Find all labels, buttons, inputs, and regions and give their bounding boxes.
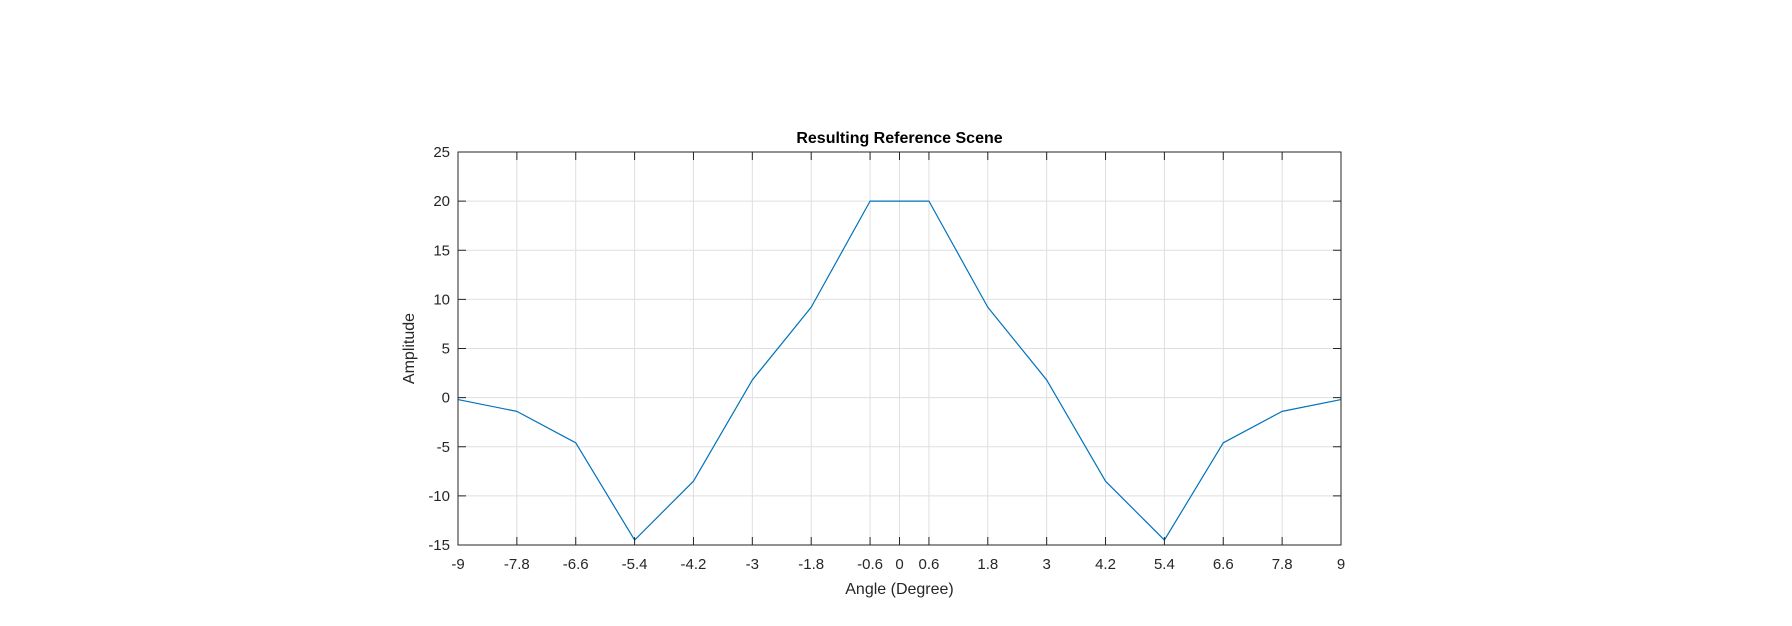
chart-title: Resulting Reference Scene xyxy=(796,130,1002,147)
y-tick-label: 25 xyxy=(433,144,450,161)
x-tick-label: -7.8 xyxy=(504,556,530,573)
y-tick-label: 10 xyxy=(433,291,450,308)
x-tick-label: 9 xyxy=(1337,556,1345,573)
x-tick-label: -4.2 xyxy=(681,556,707,573)
x-tick-label: -6.6 xyxy=(563,556,589,573)
y-tick-label: 20 xyxy=(433,193,450,210)
series-layer xyxy=(457,200,1342,541)
y-axis-label: Amplitude xyxy=(401,313,418,384)
series-line xyxy=(457,200,1342,541)
y-tick-label: -10 xyxy=(428,488,450,505)
x-tick-label: -3 xyxy=(746,556,759,573)
x-tick-label: 4.2 xyxy=(1095,556,1116,573)
x-tick-label: 0.6 xyxy=(919,556,940,573)
x-tick-labels: -9 -7.8 -6.6 -5.4 -4.2 -3 -1.8 -0.6 0 0.6 1.8 3 4.2 5… xyxy=(451,556,1345,573)
x-tick-label: 0 xyxy=(895,556,903,573)
plot-area xyxy=(457,151,1342,546)
y-tick-label: -15 xyxy=(428,537,450,554)
x-tick-label: -9 xyxy=(451,556,464,573)
y-tick-label: 15 xyxy=(433,242,450,259)
x-tick-label: 1.8 xyxy=(977,556,998,573)
y-tick-label: 0 xyxy=(442,390,450,407)
x-tick-label: 3 xyxy=(1042,556,1050,573)
y-tick-labels: -15 -10 -5 0 5 10 15 20 25 xyxy=(428,144,450,554)
x-tick-label: -0.6 xyxy=(857,556,883,573)
y-tick-label: 5 xyxy=(442,341,450,358)
x-tick-label: -1.8 xyxy=(798,556,824,573)
x-tick-label: 6.6 xyxy=(1213,556,1234,573)
ticks xyxy=(457,151,1342,546)
x-tick-label: -5.4 xyxy=(622,556,648,573)
x-tick-label: 5.4 xyxy=(1154,556,1175,573)
x-axis-label: Angle (Degree) xyxy=(845,581,954,598)
y-tick-label: -5 xyxy=(437,439,450,456)
x-tick-label: 7.8 xyxy=(1272,556,1293,573)
